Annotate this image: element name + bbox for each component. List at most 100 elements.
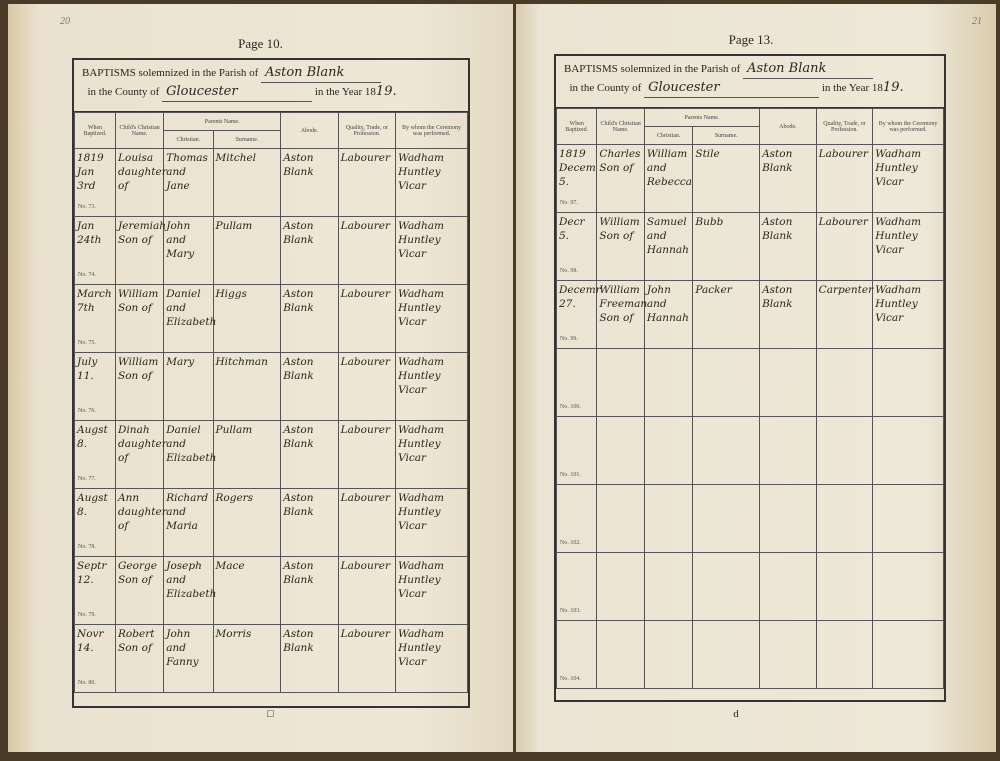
by-cell: Wadham Huntley Vicar — [872, 144, 944, 213]
child-cell: George Son of — [115, 556, 165, 625]
surname-cell: Pullam — [212, 216, 282, 285]
child-cell — [596, 348, 645, 417]
entry-number: No. 73. — [78, 204, 96, 210]
col-by: By whom the Ceremony was performed. — [872, 108, 944, 145]
entry-number: No. 103. — [560, 608, 581, 614]
baptism-table: When Baptized. Child's Christian Name. Par… — [73, 112, 468, 693]
abode-cell — [759, 620, 817, 689]
date-cell: March 7th No. 75. — [73, 284, 117, 353]
table-row: Novr 14. No. 80. Robert Son of John and Fan… — [73, 624, 468, 693]
surname-cell: Pullam — [212, 420, 282, 489]
col-when: When Baptized. — [73, 112, 117, 149]
abode-cell: Aston Blank — [759, 280, 817, 349]
table-row: No. 103. — [555, 552, 944, 621]
date-cell: 1819 Jan 3rd No. 73. — [73, 148, 117, 217]
abode-cell: Aston Blank — [280, 624, 339, 693]
page-label: Page 13. — [728, 32, 774, 47]
entry-number: No. 76. — [78, 408, 96, 414]
abode-cell: Aston Blank — [759, 212, 817, 281]
heading-text: BAPTISMS solemnized in the Parish of — [564, 63, 741, 75]
folio-number: 20 — [60, 16, 70, 27]
child-cell — [596, 416, 645, 485]
header-row: When Baptized. Child's Christian Name. Par… — [73, 112, 468, 149]
parents-cell: Joseph and Elizabeth — [163, 556, 216, 625]
date-cell: Augst 8. No. 78. — [73, 488, 117, 557]
parents-cell: John and Mary — [163, 216, 214, 285]
table-row: Jan 24th No. 74. Jeremiah Son of John and M… — [73, 216, 468, 285]
table-row: Decemr 27. No. 99. William Freeman Son of J… — [555, 280, 944, 349]
quality-cell: Labourer — [337, 624, 397, 693]
entry-number: No. 78. — [78, 544, 96, 550]
entry-number: No. 77. — [78, 476, 96, 482]
child-cell: Louisa daughter of — [115, 148, 167, 217]
surname-cell — [692, 620, 761, 689]
quality-cell — [815, 620, 874, 689]
child-cell — [596, 620, 645, 689]
col-quality: Quality, Trade, or Profession. — [337, 112, 397, 149]
by-cell — [872, 484, 944, 553]
register-frame: BAPTISMS solemnized in the Parish of Ast… — [554, 54, 946, 702]
date-cell: No. 101. — [555, 416, 598, 485]
date-cell: No. 103. — [555, 552, 598, 621]
entry-number: No. 75. — [78, 340, 96, 346]
right-page: 21 Page 13. BAPTISMS solemnized in the P… — [516, 4, 996, 752]
by-cell: Wadham Huntley Vicar — [395, 216, 468, 285]
county-name: Gloucester — [644, 79, 820, 98]
by-cell — [872, 552, 944, 621]
table-row: Septr 12. No. 79. George Son of Joseph and … — [73, 556, 468, 625]
child-cell: Dinah daughter of — [115, 420, 167, 489]
county-label: in the County of — [569, 82, 642, 94]
quality-cell: Labourer — [337, 148, 397, 217]
by-cell: Wadham Huntley Vicar — [395, 488, 468, 557]
entry-number: No. 102. — [560, 540, 581, 546]
surname-cell — [692, 416, 761, 485]
year-label: in the Year 18 — [821, 82, 883, 94]
register-heading: BAPTISMS solemnized in the Parish of Ast… — [74, 60, 468, 112]
entry-number: No. 74. — [78, 272, 96, 278]
quality-cell: Labourer — [815, 212, 874, 281]
col-parents: Parents Name. — [163, 112, 282, 131]
abode-cell — [759, 416, 817, 485]
abode-cell: Aston Blank — [280, 284, 339, 353]
quality-cell: Labourer — [337, 352, 397, 421]
parents-cell: Richard and Maria — [163, 488, 214, 557]
abode-cell — [759, 552, 817, 621]
quality-cell: Labourer — [337, 216, 397, 285]
date-cell: No. 104. — [555, 620, 598, 689]
table-row: No. 104. — [555, 620, 944, 689]
quality-cell: Labourer — [337, 420, 397, 489]
surname-cell: Rogers — [212, 488, 282, 557]
col-quality: Quality, Trade, or Profession. — [815, 108, 874, 145]
date-cell: Septr 12. No. 79. — [73, 556, 117, 625]
entry-number: No. 79. — [78, 612, 96, 618]
register-heading: BAPTISMS solemnized in the Parish of Ast… — [556, 56, 944, 108]
surname-cell — [692, 484, 761, 553]
abode-cell: Aston Blank — [759, 144, 817, 213]
child-cell: Robert Son of — [115, 624, 165, 693]
table-row: 1819 Jan 3rd No. 73. Louisa daughter of Tho… — [73, 148, 468, 217]
surname-cell: Mace — [212, 556, 282, 625]
by-cell: Wadham Huntley Vicar — [395, 352, 468, 421]
parents-cell: John and Hannah — [643, 280, 694, 349]
abode-cell: Aston Blank — [280, 352, 339, 421]
parents-cell — [643, 416, 694, 485]
date-cell: Decemr 27. No. 99. — [555, 280, 601, 349]
header-row: Christian. Surname. — [557, 126, 944, 145]
entry-number: No. 99. — [560, 336, 578, 342]
page-foot-mark: □ — [267, 708, 274, 720]
table-row: No. 100. — [555, 348, 944, 417]
child-cell: William Son of — [596, 212, 645, 281]
page-label: Page 10. — [238, 36, 283, 51]
table-row: No. 101. — [555, 416, 944, 485]
quality-cell — [815, 416, 874, 485]
date-cell: Decr 5. No. 98. — [555, 212, 598, 281]
date-cell: 1819 Decem 5. No. 97. — [555, 144, 598, 213]
by-cell: Wadham Huntley Vicar — [395, 420, 468, 489]
by-cell — [872, 348, 944, 417]
table-row: 1819 Decem 5. No. 97. Charles Son of Willia… — [555, 144, 944, 213]
table-row: July 11. No. 76. William Son of Mary Hitchma… — [73, 352, 468, 421]
page-foot-mark: d — [733, 708, 739, 720]
county-label: in the County of — [87, 86, 160, 98]
entry-number: No. 101. — [560, 472, 581, 478]
entry-number: No. 97. — [560, 200, 578, 206]
